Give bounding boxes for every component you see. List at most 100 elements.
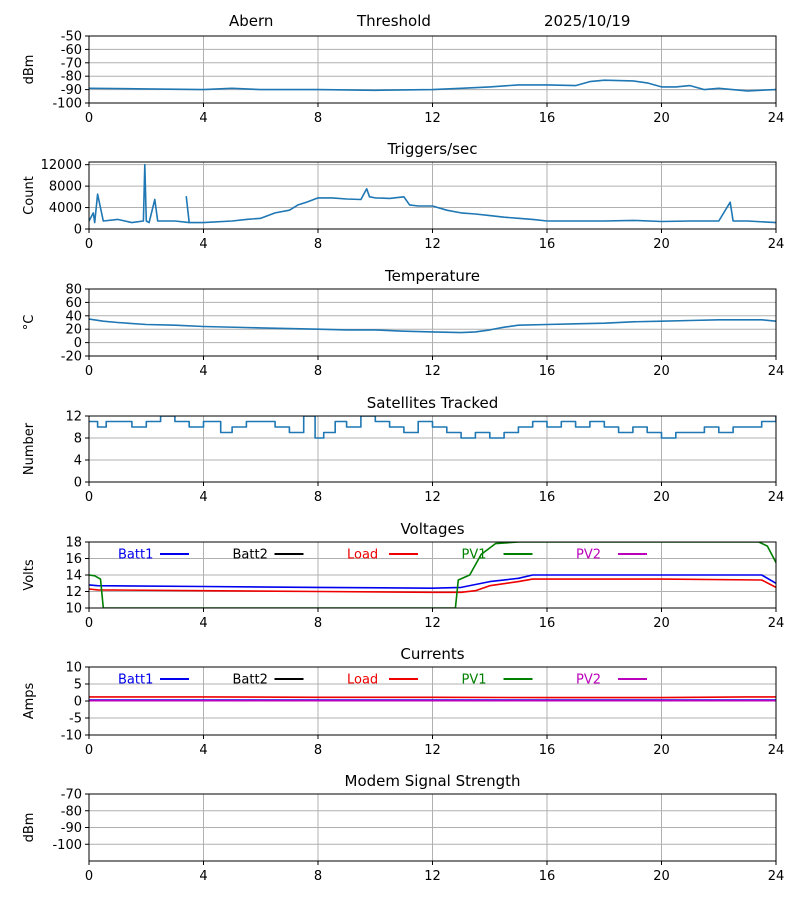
x-tick-label: 12	[424, 869, 441, 884]
x-tick-label: 16	[539, 364, 556, 379]
x-tick-label: 24	[768, 111, 785, 126]
y-tick-label: 10	[65, 661, 82, 676]
x-tick-label: 20	[653, 743, 670, 758]
x-tick-label: 12	[424, 237, 441, 252]
x-tick-label: 0	[85, 616, 93, 631]
x-tick-label: 20	[653, 869, 670, 884]
y-tick-label: 8000	[49, 180, 82, 195]
y-tick-label: 8	[74, 432, 82, 447]
y-tick-label: 4	[74, 454, 82, 469]
x-tick-label: 16	[539, 616, 556, 631]
chart-panel-6: -10 -5 0 5 10 0 4 8 12 16 20 24 Currents Amps Batt1 Bat…	[22, 645, 784, 758]
y-tick-label: 20	[65, 323, 82, 338]
y-axis-label: °C	[22, 315, 37, 331]
x-tick-label: 24	[768, 616, 785, 631]
plot-frame	[88, 415, 777, 483]
x-tick-label: 12	[424, 490, 441, 505]
plot-frame	[88, 288, 777, 357]
y-tick-label: -60	[61, 43, 82, 58]
y-axis-label: Amps	[22, 682, 37, 719]
x-tick-label: 8	[314, 743, 322, 758]
y-tick-label: -90	[61, 83, 82, 98]
x-tick-label: 8	[314, 364, 322, 379]
legend-label-batt1: Batt1	[118, 673, 153, 688]
x-tick-label: 24	[768, 490, 785, 505]
legend-label-batt1: Batt1	[118, 548, 153, 563]
x-tick-label: 4	[199, 364, 207, 379]
chart-panel-2: 0 4000 8000 12000 0 4 8 12 16 20 24 Triggers/sec Cou…	[22, 140, 784, 252]
y-tick-label: 60	[65, 296, 82, 311]
x-tick-label: 24	[768, 364, 785, 379]
plot-frame	[88, 35, 777, 104]
series-line-temperature	[89, 318, 776, 334]
chart-panel-1: -100-90-80-70-60-50 0 4 8 12 16 20 24 dBm	[22, 30, 784, 127]
x-tick-label: 8	[314, 616, 322, 631]
y-tick-label: 12	[65, 410, 82, 425]
plot-frame	[88, 666, 777, 736]
x-tick-label: 0	[85, 237, 93, 252]
legend-label-batt2: Batt2	[233, 548, 268, 563]
y-tick-label: 5	[74, 678, 82, 693]
x-tick-label: 0	[85, 364, 93, 379]
x-tick-label: 12	[424, 743, 441, 758]
chart-panel-4: 0 4 8 12 0 4 8 12 16 20 24 Satellites Tracked Number	[22, 394, 784, 505]
y-tick-label: -70	[61, 788, 82, 803]
x-tick-label: 4	[199, 869, 207, 884]
y-tick-label: 40	[65, 309, 82, 324]
y-axis-label: Count	[22, 176, 37, 215]
x-tick-label: 20	[653, 490, 670, 505]
y-tick-label: -100	[52, 838, 82, 853]
chart-title: Satellites Tracked	[367, 394, 498, 412]
x-tick-label: 20	[653, 616, 670, 631]
x-tick-label: 16	[539, 743, 556, 758]
y-tick-label: 12000	[41, 158, 82, 173]
x-tick-label: 16	[539, 490, 556, 505]
y-tick-label: 0	[74, 695, 82, 710]
x-tick-label: 24	[768, 237, 785, 252]
y-tick-label: -50	[61, 30, 82, 45]
x-tick-label: 16	[539, 111, 556, 126]
legend-label-batt2: Batt2	[233, 673, 268, 688]
x-tick-label: 4	[199, 616, 207, 631]
chart-title: Currents	[400, 645, 464, 663]
x-tick-label: 24	[768, 743, 785, 758]
y-tick-label: -100	[52, 97, 82, 112]
chart-title: Temperature	[384, 267, 480, 285]
x-tick-label: 24	[768, 869, 785, 884]
plot-frame	[88, 793, 777, 862]
y-axis-label: Number	[22, 422, 37, 475]
y-tick-label: -80	[61, 70, 82, 85]
y-tick-label: 80	[65, 283, 82, 298]
y-tick-label: -5	[69, 712, 82, 727]
y-tick-label: 18	[65, 536, 82, 551]
series-line-signal	[89, 79, 776, 92]
x-tick-label: 12	[424, 616, 441, 631]
x-tick-label: 16	[539, 237, 556, 252]
x-tick-label: 12	[424, 364, 441, 379]
y-tick-label: -90	[61, 821, 82, 836]
series-line-triggers	[89, 163, 776, 224]
y-axis-label: Volts	[22, 559, 37, 591]
x-tick-label: 8	[314, 237, 322, 252]
x-tick-label: 12	[424, 111, 441, 126]
x-tick-label: 4	[199, 743, 207, 758]
y-tick-label: -10	[61, 729, 82, 744]
y-tick-label: 14	[65, 569, 82, 584]
chart-panel-7: -100 -90 -80-70 0 4 8 12 16 20 24 Modem Signal Str…	[22, 772, 784, 884]
x-tick-label: 8	[314, 490, 322, 505]
legend-label-pv1: PV1	[462, 548, 487, 563]
y-axis-label: dBm	[22, 55, 37, 85]
x-tick-label: 20	[653, 111, 670, 126]
x-tick-label: 4	[199, 490, 207, 505]
x-tick-label: 0	[85, 743, 93, 758]
plot-frame	[88, 541, 777, 609]
x-tick-label: 0	[85, 111, 93, 126]
x-tick-label: 0	[85, 869, 93, 884]
y-tick-label: 0	[74, 223, 82, 238]
x-tick-label: 20	[653, 237, 670, 252]
series-line-pv1	[89, 542, 776, 608]
legend-label-pv1: PV1	[462, 673, 487, 688]
y-tick-label: -20	[61, 350, 82, 365]
